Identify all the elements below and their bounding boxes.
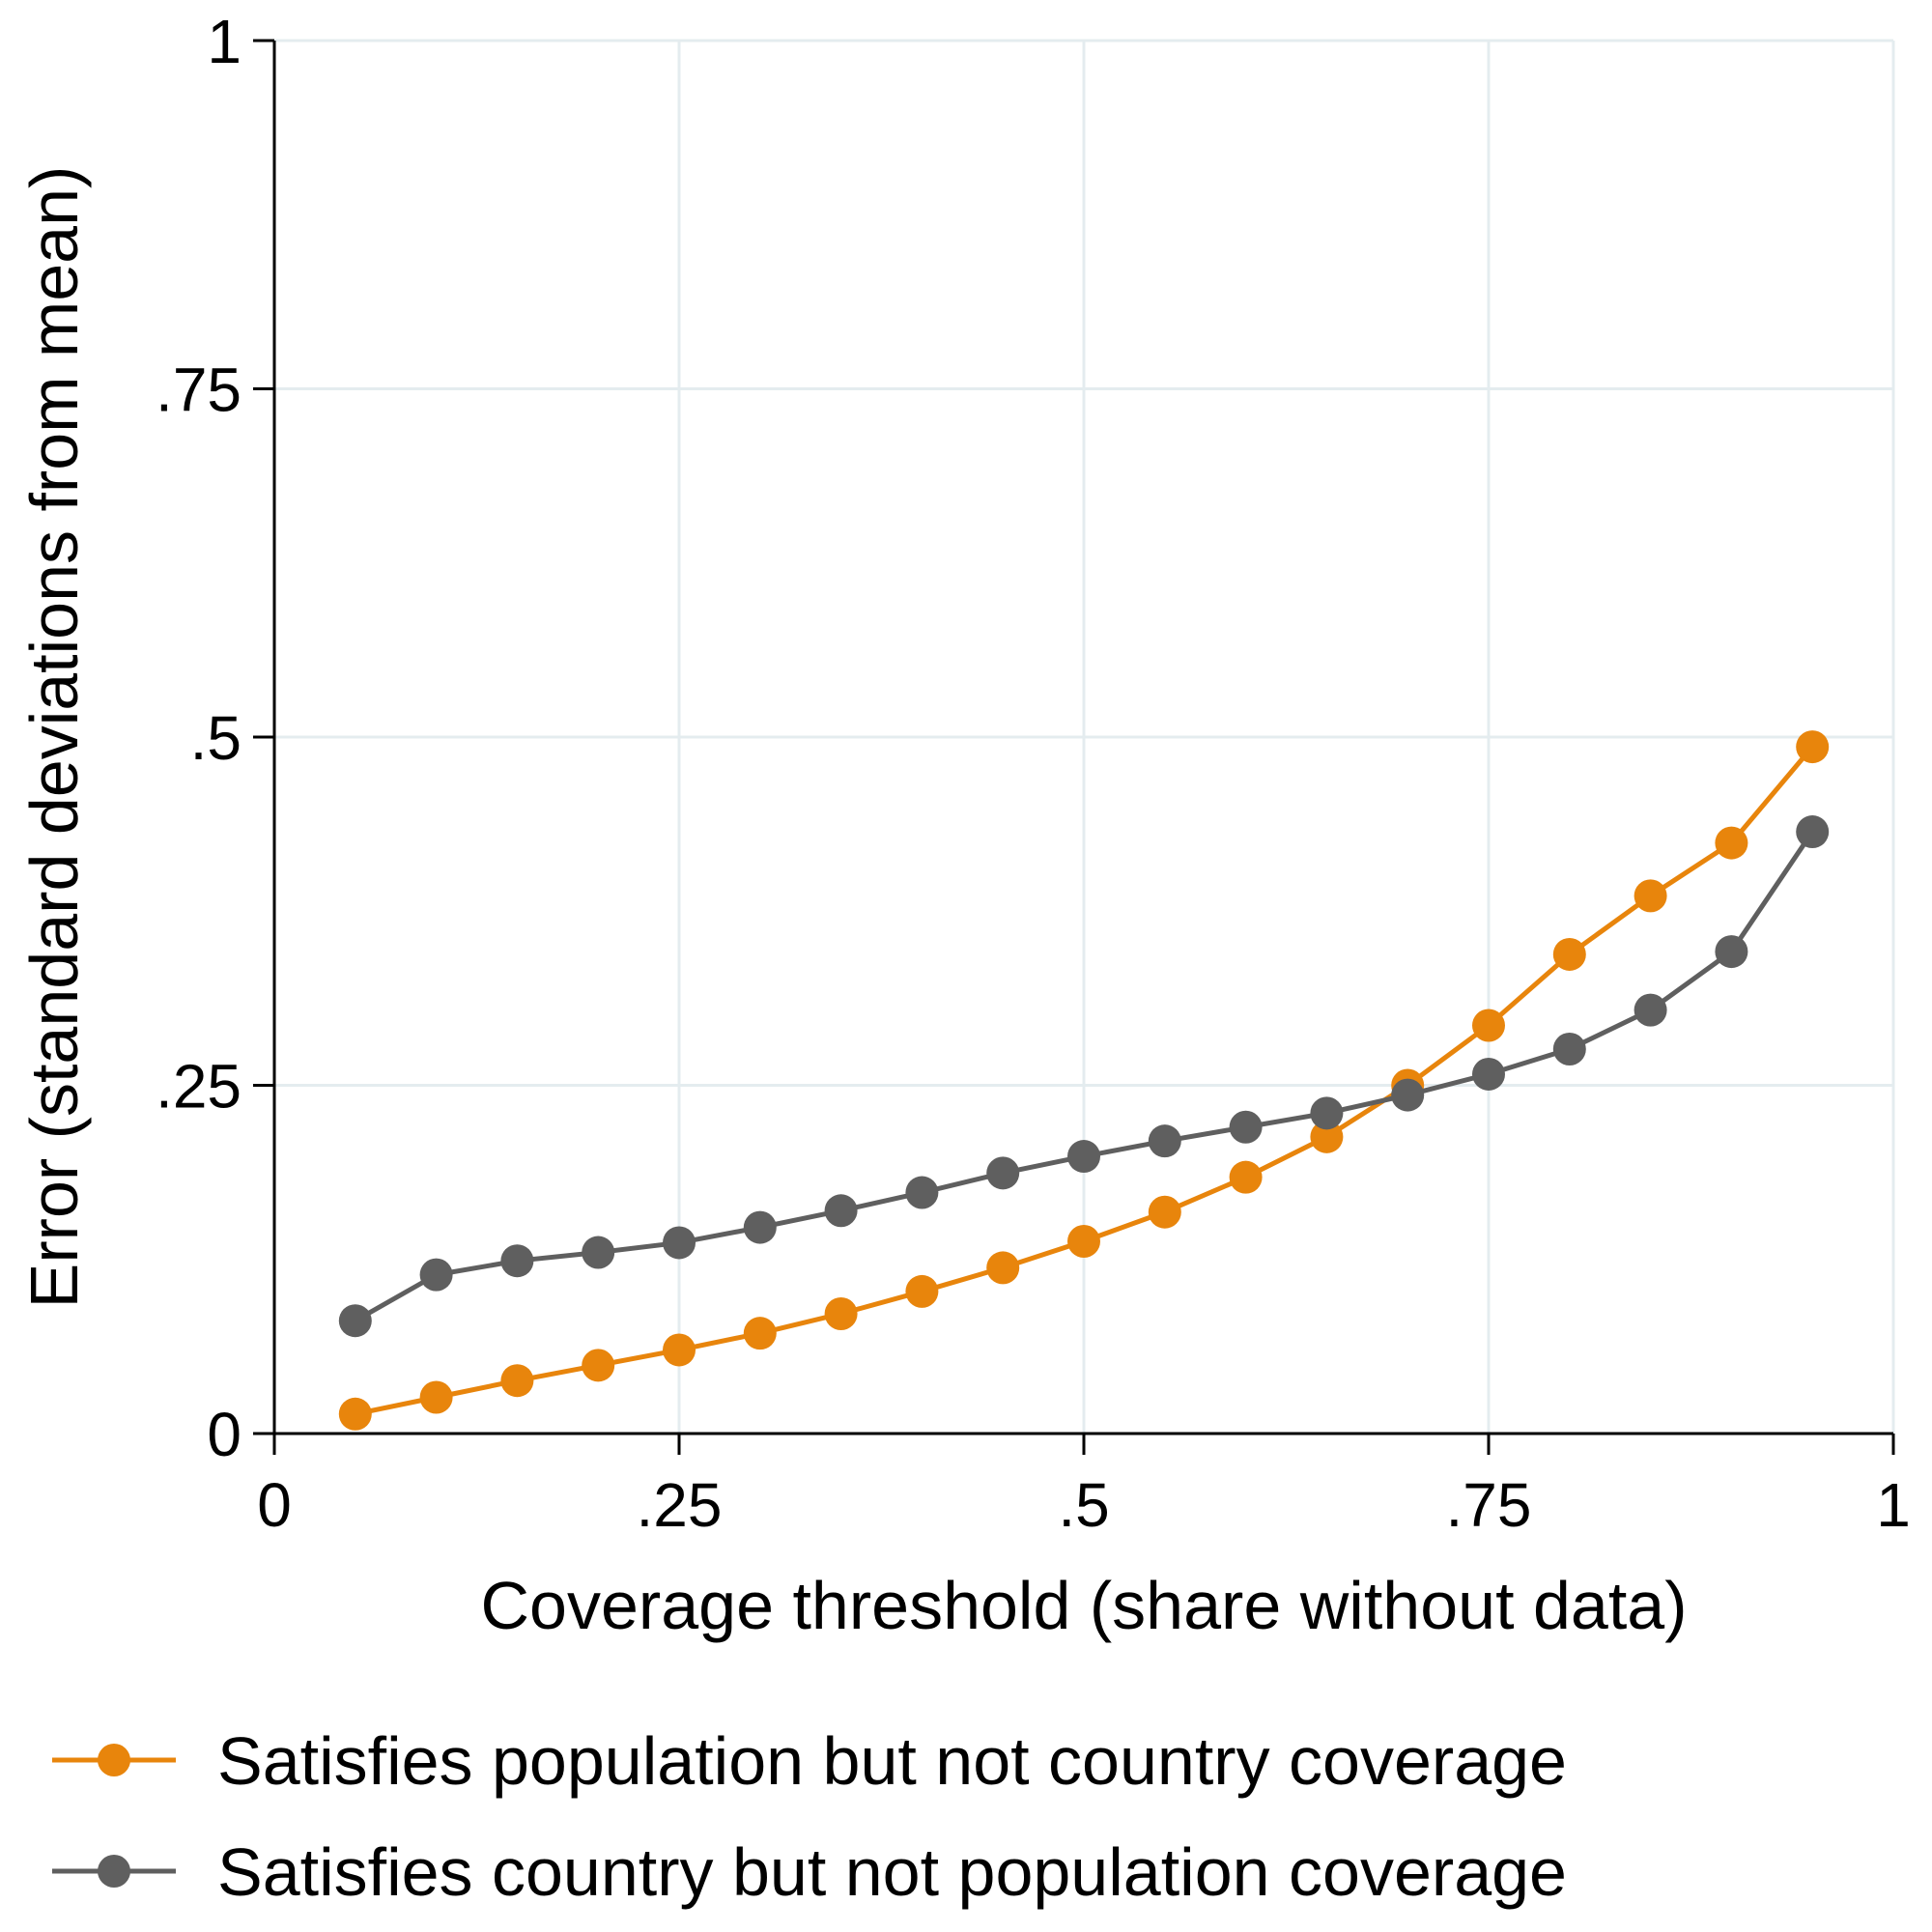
data-point [663,1333,696,1367]
data-point [986,1251,1020,1285]
y-tick-label: 0 [207,1400,242,1469]
data-point [1552,1033,1586,1066]
data-point [338,1304,372,1338]
data-point [582,1349,615,1382]
data-point [338,1397,372,1431]
x-tick-label: .5 [1058,1470,1109,1540]
data-point [1634,993,1667,1027]
data-point [1148,1195,1181,1229]
data-point [1067,1140,1100,1174]
data-point [582,1236,615,1269]
series-layer [338,730,1830,1431]
data-point [1796,730,1830,764]
data-point [1310,1096,1344,1130]
data-point [663,1226,696,1260]
data-point [1634,879,1667,913]
data-point [743,1317,777,1350]
data-point [743,1210,777,1244]
data-point [1229,1160,1263,1194]
x-axis-title: Coverage threshold (share without data) [480,1568,1687,1643]
data-point [1472,1057,1505,1091]
data-point [1715,935,1748,969]
legend-label: Satisfies population but not country cov… [217,1723,1567,1799]
data-point [1552,937,1586,971]
legend-label: Satisfies country but not population cov… [217,1834,1567,1910]
x-tick-label: 0 [257,1470,292,1540]
series-2 [338,815,1830,1338]
legend-marker [98,1744,130,1776]
tick-marks: 0 .25 .5 .75 1 0 .25 .5 .75 1 [156,7,1911,1540]
y-tick-label: 1 [207,7,242,76]
y-tick-label: .75 [156,355,242,425]
y-axis-title: Error (standard deviations from mean) [16,166,92,1309]
y-tick-label: .25 [156,1052,242,1122]
data-point [500,1244,534,1278]
data-point [1715,826,1748,860]
data-point [1148,1124,1181,1158]
data-point [986,1156,1020,1190]
data-point [1391,1078,1425,1112]
data-point [1796,815,1830,849]
grid-lines [274,39,1895,1434]
series-1 [338,730,1830,1431]
data-point [905,1176,939,1209]
data-point [419,1258,453,1292]
legend: Satisfies population but not country cov… [52,1723,1567,1910]
data-point [824,1194,858,1228]
y-tick-label: .5 [190,703,242,773]
data-point [1229,1110,1263,1144]
data-point [419,1380,453,1414]
data-point [1472,1009,1505,1042]
data-point [1067,1225,1100,1259]
data-point [1310,1120,1344,1153]
data-point [905,1274,939,1308]
data-point [824,1296,858,1330]
legend-marker [98,1855,130,1888]
x-tick-label: 1 [1876,1470,1911,1540]
data-point [500,1364,534,1398]
x-tick-label: .25 [637,1470,723,1540]
x-tick-label: .75 [1446,1470,1532,1540]
